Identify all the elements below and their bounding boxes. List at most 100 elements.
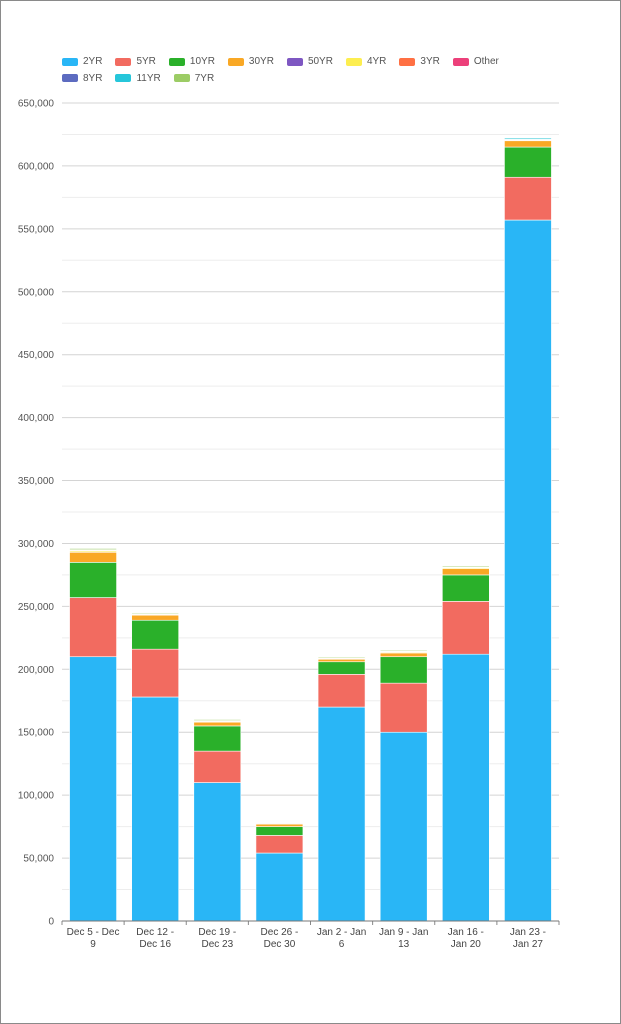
bar-segment-30yr[interactable] (193, 721, 242, 727)
bar-segment-2yr[interactable] (379, 731, 428, 922)
legend-swatch (168, 57, 185, 66)
bar-segment-7yr[interactable] (504, 137, 552, 139)
chart-legend: 2YR 5YR 10YR 30YR 50YR 4YR 3YR Other 8YR 11YR 7YR (62, 54, 562, 87)
legend-item-3yr[interactable]: 3YR (399, 54, 440, 69)
bar-segment-5yr[interactable] (442, 601, 490, 655)
legend-item-5yr[interactable]: 5YR (115, 54, 156, 69)
legend-item-7yr[interactable]: 7YR (173, 71, 215, 86)
x-tick-label: Dec 19 - (198, 927, 236, 938)
bar-segment-10yr[interactable] (442, 574, 490, 602)
bar-segment-7yr[interactable] (317, 656, 366, 658)
bar-segment-5yr[interactable] (193, 750, 242, 783)
bar-segment-7yr[interactable] (442, 565, 490, 568)
bar-segment-5yr[interactable] (69, 597, 117, 658)
legend-swatch (286, 57, 303, 66)
bar-segment-2yr[interactable] (255, 852, 304, 922)
bar-segment-2yr[interactable] (317, 706, 366, 922)
legend-item-50yr[interactable]: 50YR (286, 54, 333, 69)
bar-segment-7yr[interactable] (131, 612, 179, 614)
bar-segment-2yr[interactable] (69, 656, 117, 922)
legend-swatch (62, 74, 78, 82)
bar-segment-30yr[interactable] (69, 551, 117, 563)
legend-item-10yr[interactable]: 10YR (168, 54, 215, 69)
legend-label: 30YR (248, 56, 274, 67)
x-tick-label: Jan 2 - Jan (317, 927, 366, 938)
y-tick-label: 500,000 (18, 287, 55, 298)
x-tick-label: Dec 26 - (261, 927, 299, 938)
bar-segment-10yr[interactable] (69, 562, 117, 598)
x-tick-label: Jan 9 - Jan (379, 927, 428, 938)
legend-label: 7YR (194, 72, 215, 84)
x-tick-label: 9 (90, 939, 96, 950)
y-tick-label: 300,000 (18, 539, 55, 550)
bar-segment-2yr[interactable] (131, 696, 179, 922)
x-tick-label: Dec 30 (264, 939, 296, 950)
legend-label: 4YR (366, 56, 387, 67)
x-tick-label: Dec 5 - Dec (67, 927, 120, 938)
bar-segment-30yr[interactable] (442, 568, 490, 576)
legend-item-30yr[interactable]: 30YR (227, 54, 274, 69)
legend-item-2yr[interactable]: 2YR (62, 54, 102, 69)
legend-swatch (115, 74, 132, 82)
bar-segment-5yr[interactable] (131, 648, 179, 698)
y-tick-label: 650,000 (18, 99, 55, 110)
legend-label: 5YR (136, 56, 156, 67)
bar-segment-30yr[interactable] (379, 652, 428, 658)
y-tick-label: 0 (48, 917, 54, 928)
legend-swatch (62, 57, 78, 66)
bar-segment-5yr[interactable] (317, 674, 366, 708)
legend-label: 8YR (83, 72, 103, 84)
bar-segment-10yr[interactable] (504, 146, 552, 178)
legend-swatch (452, 57, 469, 66)
legend-swatch (345, 57, 362, 66)
legend-item-8yr[interactable]: 8YR (62, 71, 102, 86)
y-tick-label: 400,000 (18, 413, 55, 424)
bar-segment-5yr[interactable] (504, 176, 552, 221)
bar-segment-10yr[interactable] (317, 661, 366, 675)
y-tick-label: 550,000 (18, 224, 55, 235)
x-tick-label: Dec 16 (139, 939, 171, 950)
bar-segment-10yr[interactable] (255, 826, 304, 836)
bar-segment-10yr[interactable] (193, 725, 242, 752)
bar-segment-30yr[interactable] (317, 658, 366, 663)
bar-segment-7yr[interactable] (193, 719, 242, 721)
bar-segment-30yr[interactable] (255, 823, 304, 827)
legend-label: 50YR (307, 56, 333, 67)
legend-swatch (399, 57, 416, 66)
legend-label: 2YR (83, 56, 103, 67)
legend-item-other[interactable]: Other (452, 54, 499, 69)
x-tick-label: Jan 16 - (448, 927, 484, 938)
bar-segment-10yr[interactable] (131, 619, 179, 650)
y-tick-label: 350,000 (18, 476, 55, 487)
bar-segment-2yr[interactable] (193, 782, 242, 922)
bar-segment-2yr[interactable] (442, 653, 490, 922)
y-tick-label: 250,000 (18, 602, 55, 613)
bar-segment-30yr[interactable] (131, 614, 179, 621)
x-tick-label: 13 (398, 939, 410, 950)
y-tick-label: 150,000 (18, 728, 55, 739)
legend-swatch (115, 57, 132, 66)
bar-segment-10yr[interactable] (379, 656, 428, 684)
y-tick-label: 100,000 (18, 791, 55, 802)
bar-segment-30yr[interactable] (504, 140, 552, 148)
y-tick-label: 50,000 (23, 854, 54, 865)
bar-segment-5yr[interactable] (255, 835, 304, 854)
bar-segment-7yr[interactable] (379, 650, 428, 652)
x-tick-label: 6 (339, 939, 345, 950)
legend-item-4yr[interactable]: 4YR (345, 54, 387, 69)
bar-segment-5yr[interactable] (379, 682, 428, 733)
legend-swatch (227, 57, 244, 66)
y-tick-label: 450,000 (18, 350, 55, 361)
legend-label: 11YR (136, 72, 161, 84)
x-tick-label: Jan 27 (513, 939, 543, 950)
y-tick-label: 200,000 (18, 665, 55, 676)
legend-label: Other (473, 56, 499, 67)
legend-item-11yr[interactable]: 11YR (115, 71, 161, 86)
x-tick-label: Dec 23 (201, 939, 233, 950)
x-tick-label: Jan 23 - (510, 927, 546, 938)
x-tick-label: Dec 12 - (136, 927, 174, 938)
legend-swatch (173, 74, 190, 82)
bar-segment-2yr[interactable] (504, 219, 552, 922)
bar-segment-7yr[interactable] (69, 548, 117, 550)
